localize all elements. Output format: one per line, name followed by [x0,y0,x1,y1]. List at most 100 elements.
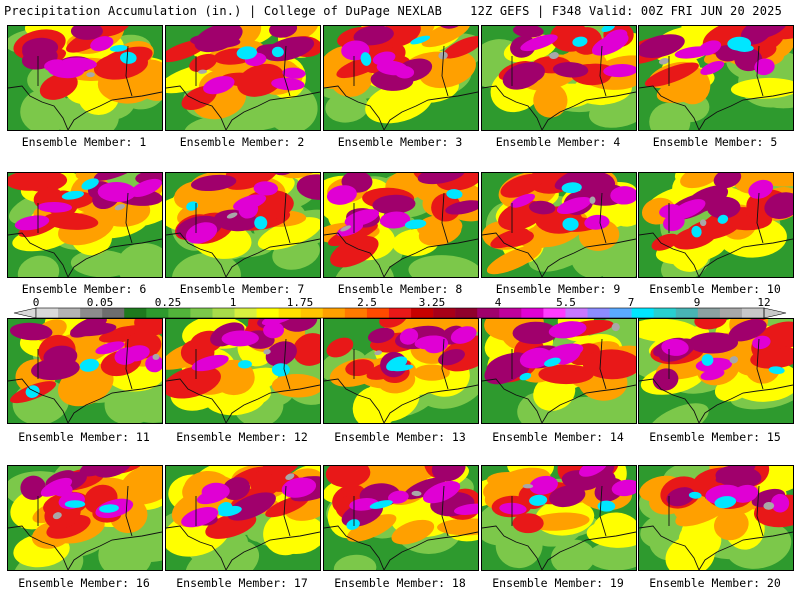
ensemble-member-map [638,318,794,424]
legend-tick-label: 4 [494,296,502,309]
legend-swatch [300,308,324,318]
legend-swatch [433,308,456,318]
ensemble-member-map [638,465,794,571]
legend-min-arrow [13,307,37,319]
legend-tick-label: 9 [693,296,701,309]
legend-swatch [543,308,566,318]
precipitation-field [482,26,636,130]
ensemble-member-map [7,172,163,278]
legend-tick-label: 2.5 [357,296,377,309]
legend-swatch [631,308,654,318]
legend-swatch [455,308,478,318]
precipitation-color-legend [13,307,787,319]
legend-tick-label: 7 [627,296,635,309]
ensemble-member-label: Ensemble Member: 8 [337,282,463,296]
legend-swatch [344,308,368,318]
ensemble-member-map [481,465,637,571]
legend-swatch [190,308,213,318]
ensemble-member-label: Ensemble Member: 4 [495,135,621,149]
ensemble-member-map [165,318,321,424]
precipitation-field [8,319,162,423]
legend-swatch [697,308,721,318]
ensemble-member-map [323,318,479,424]
precipitation-field [8,173,162,277]
legend-swatch [675,308,699,318]
ensemble-member-map [165,25,321,131]
ensemble-member-label: Ensemble Member: 19 [492,576,624,590]
legend-swatch [256,308,279,318]
legend-swatch [278,308,302,318]
legend-swatch [102,308,125,318]
legend-tick-label: 5.5 [556,296,576,309]
precipitation-field [8,466,162,570]
legend-tick-labels: 0 0.05 0.25 1 1.75 2.5 3.25 4 5.5 7 9 12 [0,296,800,309]
ensemble-member-map [7,318,163,424]
legend-max-arrow [763,307,787,319]
precipitation-field [166,173,320,277]
legend-swatch [80,308,103,318]
legend-tick-label: 12 [757,296,771,309]
ensemble-member-map [165,172,321,278]
legend-swatch [322,308,346,318]
precipitation-field [639,26,793,130]
legend-swatch [587,308,610,318]
ensemble-member-map [638,172,794,278]
ensemble-member-map [323,25,479,131]
precipitation-field [324,466,478,570]
legend-swatch [212,308,235,318]
ensemble-member-map [7,25,163,131]
legend-swatch [499,308,522,318]
map-title: Precipitation Accumulation (in.) | Colle… [4,4,443,18]
ensemble-member-map [323,465,479,571]
legend-swatch [388,308,412,318]
ensemble-member-label: Ensemble Member: 11 [18,430,150,444]
precipitation-field [324,173,478,277]
legend-swatch [411,308,434,318]
ensemble-member-label: Ensemble Member: 2 [179,135,305,149]
legend-swatch [146,308,169,318]
legend-swatch [366,308,390,318]
legend-swatch [168,308,191,318]
run-valid-info: 12Z GEFS | F348 Valid: 00Z FRI JUN 20 20… [470,4,782,18]
legend-tick-label: 0.25 [154,296,182,309]
legend-tick-label: 1 [229,296,237,309]
precipitation-field [482,173,636,277]
legend-tick-label: 1.75 [286,296,314,309]
ensemble-member-map [481,318,637,424]
legend-swatch [36,308,59,318]
legend-tick-label: 0.05 [86,296,114,309]
ensemble-member-label: Ensemble Member: 20 [649,576,781,590]
precipitation-field [324,319,478,423]
ensemble-member-map [481,25,637,131]
ensemble-member-label: Ensemble Member: 15 [649,430,781,444]
precipitation-field [166,466,320,570]
precipitation-field [482,466,636,570]
ensemble-member-map [165,465,321,571]
ensemble-member-label: Ensemble Member: 1 [21,135,147,149]
ensemble-member-label: Ensemble Member: 13 [334,430,466,444]
legend-swatch [719,308,743,318]
ensemble-member-label: Ensemble Member: 12 [176,430,308,444]
ensemble-member-label: Ensemble Member: 7 [179,282,305,296]
ensemble-member-map [323,172,479,278]
ensemble-member-label: Ensemble Member: 5 [652,135,778,149]
legend-tick-label: 0 [32,296,40,309]
legend-swatch [58,308,81,318]
legend-swatch [653,308,677,318]
precipitation-field [166,319,320,423]
precipitation-field [639,173,793,277]
precipitation-field [639,319,793,423]
legend-swatch [521,308,544,318]
legend-swatch [477,308,500,318]
ensemble-member-map [7,465,163,571]
precipitation-field [8,26,162,130]
legend-swatch [234,308,257,318]
precipitation-field [639,466,793,570]
legend-tick-label: 3.25 [418,296,446,309]
legend-swatch [124,308,147,318]
legend-swatch [741,308,765,318]
ensemble-member-label: Ensemble Member: 17 [176,576,308,590]
ensemble-member-label: Ensemble Member: 6 [21,282,147,296]
legend-swatch [609,308,632,318]
legend-swatch [565,308,588,318]
